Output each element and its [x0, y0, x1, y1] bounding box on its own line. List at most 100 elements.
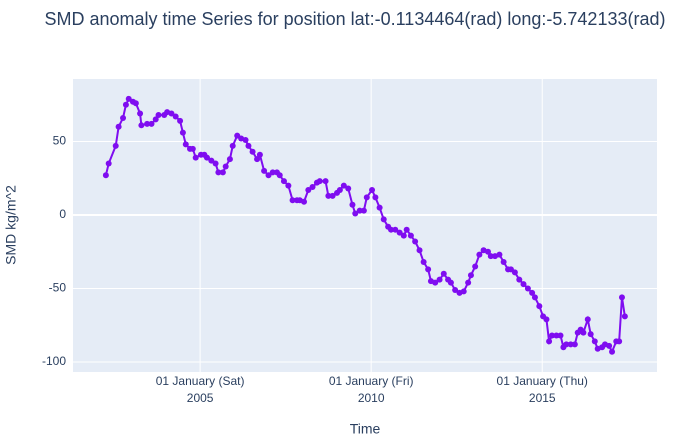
data-point — [189, 145, 196, 152]
data-point — [412, 238, 419, 245]
data-point — [465, 279, 472, 286]
data-point — [587, 331, 594, 338]
data-point — [280, 178, 287, 185]
data-point — [376, 204, 383, 211]
data-point — [529, 289, 536, 296]
data-point — [420, 259, 427, 266]
x-tick-label: 2005 — [187, 391, 214, 405]
data-point — [392, 226, 399, 233]
data-point — [192, 154, 199, 161]
data-point — [242, 137, 249, 144]
data-point — [289, 197, 296, 204]
data-point — [301, 198, 308, 205]
data-point — [557, 332, 564, 339]
data-point — [580, 329, 587, 336]
data-point — [606, 342, 613, 349]
data-point — [485, 248, 492, 255]
data-point — [584, 316, 591, 323]
data-point — [309, 184, 316, 191]
data-point — [120, 114, 127, 121]
data-point — [125, 95, 132, 102]
data-point — [182, 141, 189, 148]
data-point — [616, 338, 623, 345]
data-point — [322, 178, 329, 185]
data-point — [511, 269, 518, 276]
y-axis-title: SMD kg/m^2 — [3, 185, 19, 265]
data-point — [548, 332, 555, 339]
data-point — [425, 266, 432, 273]
data-point — [563, 341, 570, 348]
data-point — [155, 112, 162, 119]
data-point — [172, 113, 179, 120]
y-tick-label: -100 — [42, 354, 66, 368]
data-point — [440, 270, 447, 277]
data-point — [102, 172, 109, 179]
data-point — [436, 276, 443, 283]
x-tick-label: 01 January (Thu) — [497, 374, 588, 388]
data-point — [105, 160, 112, 167]
data-point — [285, 182, 292, 189]
y-tick-label: 0 — [59, 207, 66, 221]
data-point — [254, 156, 261, 163]
data-point — [256, 151, 263, 158]
data-point — [249, 148, 256, 155]
data-point — [543, 316, 550, 323]
data-point — [112, 142, 119, 149]
x-axis-title: Time — [350, 421, 381, 437]
data-point — [138, 122, 145, 129]
data-point — [369, 186, 376, 193]
data-point — [215, 169, 222, 176]
data-point — [416, 247, 423, 254]
data-point — [460, 288, 467, 295]
data-point — [432, 279, 439, 286]
data-point — [245, 142, 252, 149]
data-point — [352, 210, 359, 217]
data-point — [212, 160, 219, 167]
data-point — [567, 341, 574, 348]
data-point — [144, 120, 151, 127]
data-point — [524, 285, 531, 292]
data-point — [137, 110, 144, 117]
x-tick-label: 2010 — [358, 391, 385, 405]
chart-title: SMD anomaly time Series for position lat… — [45, 9, 666, 29]
data-point — [500, 259, 507, 266]
data-point — [472, 263, 479, 270]
data-point — [618, 294, 625, 301]
data-point — [219, 169, 226, 176]
data-point — [400, 232, 407, 239]
data-point — [115, 123, 122, 130]
data-point — [269, 169, 276, 176]
data-point — [496, 251, 503, 258]
data-point — [553, 332, 560, 339]
data-point — [305, 186, 312, 193]
data-point — [148, 120, 155, 127]
data-point — [609, 348, 616, 355]
data-point — [487, 253, 494, 260]
data-point — [546, 338, 553, 345]
data-point — [380, 216, 387, 223]
data-point — [329, 192, 336, 199]
data-point — [531, 294, 538, 301]
data-point — [276, 172, 283, 179]
data-point — [363, 194, 370, 201]
data-point — [316, 178, 323, 185]
data-point — [122, 101, 129, 108]
plot-area — [73, 79, 657, 372]
data-point — [536, 303, 543, 310]
data-point — [571, 341, 578, 348]
data-point — [621, 313, 628, 320]
x-tick-label: 01 January (Fri) — [329, 374, 414, 388]
data-point — [261, 167, 268, 174]
data-point — [265, 172, 272, 179]
data-point — [340, 182, 347, 189]
data-point — [476, 251, 483, 258]
data-point — [591, 338, 598, 345]
data-point — [325, 192, 332, 199]
data-point — [520, 281, 527, 288]
y-tick-label: 50 — [53, 134, 67, 148]
data-point — [208, 157, 215, 164]
x-tick-label: 2015 — [529, 391, 556, 405]
data-point — [203, 154, 210, 161]
